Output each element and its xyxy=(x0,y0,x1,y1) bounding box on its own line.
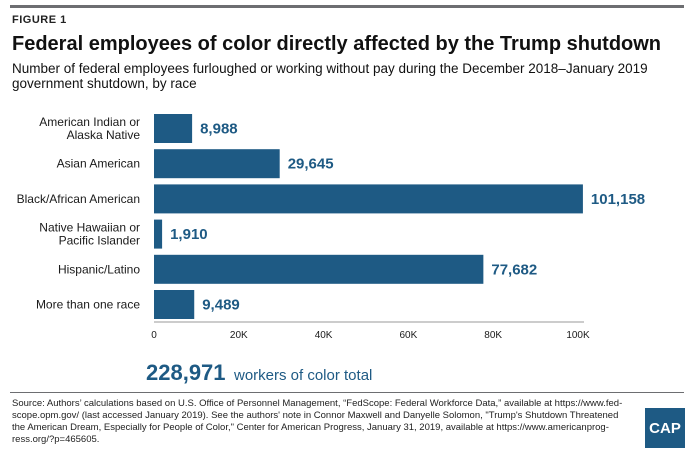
value-label: 9,489 xyxy=(202,297,240,314)
chart-subtitle: Number of federal employees furloughed o… xyxy=(12,61,648,91)
value-label: 101,158 xyxy=(591,191,645,208)
bar xyxy=(154,149,280,179)
value-label: 29,645 xyxy=(288,156,334,173)
category-label: More than one race xyxy=(36,298,140,312)
cap-logo: CAP xyxy=(645,408,685,448)
category-label: Hispanic/Latino xyxy=(58,262,140,276)
x-tick-label: 60K xyxy=(400,330,418,341)
chart-title: Federal employees of color directly affe… xyxy=(12,33,662,55)
category-label: Native Hawaiian or Pacific Islander xyxy=(39,221,140,248)
bar xyxy=(154,290,195,319)
bar xyxy=(154,114,193,143)
bar-chart: 8,988 American Indian or Alaska Native 29,6… xyxy=(17,114,645,341)
x-tick-label: 40K xyxy=(315,330,333,341)
value-label: 77,682 xyxy=(491,261,537,278)
x-tick-label: 20K xyxy=(230,330,248,341)
bar xyxy=(154,184,583,214)
total-number: 228,971 xyxy=(146,360,226,385)
total-summary: 228,971 workers of color total xyxy=(146,360,372,386)
figure-label: FIGURE 1 xyxy=(12,14,67,26)
category-label: Asian American xyxy=(57,157,140,171)
total-text: workers of color total xyxy=(233,367,373,384)
source-note: Source: Authors’ calculations based on U… xyxy=(12,398,623,445)
category-label: American Indian or Alaska Native xyxy=(39,115,140,142)
top-rule xyxy=(10,5,684,8)
x-tick-label: 0 xyxy=(151,330,157,341)
value-label: 1,910 xyxy=(170,226,208,243)
x-tick-label: 100K xyxy=(566,330,590,341)
bottom-rule xyxy=(10,392,684,393)
x-tick-label: 80K xyxy=(484,330,502,341)
bar xyxy=(154,219,163,249)
value-label: 8,988 xyxy=(200,121,238,138)
bar xyxy=(154,254,484,284)
category-label: Black/African American xyxy=(17,192,140,206)
